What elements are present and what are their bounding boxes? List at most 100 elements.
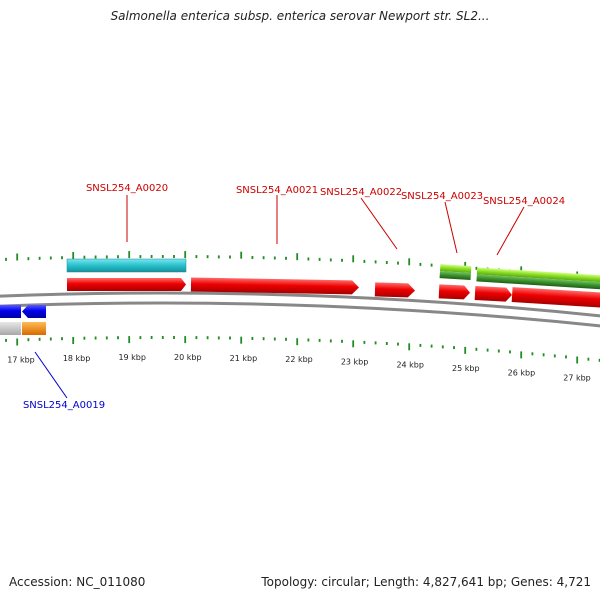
scale-label: 23 kbp — [341, 357, 369, 366]
scale-label: 18 kbp — [63, 354, 91, 363]
gene-arrow-snsl254-a0024-part1[interactable] — [474, 286, 513, 302]
outer-tick — [262, 256, 265, 260]
outer-tick — [385, 261, 388, 264]
inner-tick — [150, 336, 153, 339]
gene-arrow-snsl254-a0019[interactable] — [22, 305, 46, 318]
inner-tick — [520, 351, 523, 359]
outer-tick — [419, 262, 422, 266]
inner-tick — [262, 337, 265, 341]
outer-tick — [173, 255, 175, 258]
gene-label-snsl254-a0023[interactable]: SNSL254_A0023 — [401, 191, 483, 202]
inner-tick — [307, 338, 310, 342]
backbone-inner — [0, 301, 600, 328]
gene-arrow-snsl254-a0020[interactable] — [67, 278, 186, 291]
outer-tick — [329, 258, 332, 262]
backbone-outer — [0, 291, 600, 318]
inner-tick — [553, 354, 556, 358]
outer-tick — [61, 256, 63, 260]
leader-line-a0022 — [360, 197, 398, 250]
outer-tick — [139, 255, 142, 259]
inner-tick — [408, 343, 411, 351]
inner-tick — [565, 355, 567, 359]
outer-tick — [464, 261, 467, 269]
outer-tick — [83, 255, 86, 259]
inner-tick — [587, 357, 590, 361]
inner-tick — [296, 338, 299, 346]
leader-line-a0024 — [496, 206, 525, 256]
inner-tick — [128, 336, 131, 344]
inner-tick — [419, 343, 422, 347]
inner-tick — [49, 337, 52, 341]
inner-tick — [397, 342, 399, 346]
inner-tick — [27, 338, 30, 342]
inner-tick — [318, 338, 321, 342]
outer-tick — [296, 253, 299, 261]
green-feature-large-dark[interactable] — [476, 274, 600, 291]
inner-tick — [38, 337, 41, 341]
gene-arrow-snsl254-a0021[interactable] — [190, 277, 359, 295]
orange-feature[interactable] — [22, 322, 46, 335]
inner-tick — [352, 340, 355, 348]
gene-label-snsl254-a0022[interactable]: SNSL254_A0022 — [320, 187, 402, 198]
reverse-gene-arrow-left[interactable] — [0, 305, 21, 318]
outer-tick — [49, 256, 52, 260]
inner-tick — [363, 340, 366, 344]
scale-label: 21 kbp — [230, 354, 258, 363]
gray-feature[interactable] — [0, 322, 21, 335]
gene-label-snsl254-a0021[interactable]: SNSL254_A0021 — [236, 185, 318, 196]
inner-tick — [430, 344, 433, 348]
outer-tick — [363, 259, 366, 263]
gene-label-snsl254-a0024[interactable]: SNSL254_A0024 — [483, 196, 565, 207]
outer-tick — [105, 255, 108, 259]
outer-tick — [430, 263, 433, 267]
inner-tick — [542, 353, 545, 357]
green-feature-small-dark[interactable] — [439, 271, 471, 281]
inner-tick — [251, 337, 254, 340]
gene-arrow-snsl254-a0024-part2[interactable] — [511, 287, 600, 309]
inner-tick — [206, 336, 209, 340]
inner-tick — [72, 337, 75, 344]
inner-tick — [273, 337, 276, 341]
outer-tick — [117, 255, 119, 259]
inner-tick — [217, 336, 220, 340]
scale-labels: 17 kbp 18 kbp 19 kbp 20 kbp 21 kbp 22 kbp 23 k… — [7, 353, 591, 382]
inner-tick — [453, 346, 455, 350]
inner-tick — [497, 349, 500, 353]
outer-tick — [72, 252, 75, 259]
green-feature-large-light[interactable] — [476, 267, 600, 284]
inner-tick — [139, 336, 142, 340]
gene-label-snsl254-a0019[interactable]: SNSL254_A0019 — [23, 400, 105, 411]
inner-tick — [5, 338, 7, 342]
outer-tick — [273, 256, 276, 260]
inner-tick — [385, 342, 388, 345]
inner-tick — [441, 345, 444, 349]
scale-label: 22 kbp — [285, 355, 313, 364]
outer-tick — [352, 255, 355, 263]
gene-arrow-snsl254-a0023[interactable] — [438, 284, 471, 300]
outer-tick — [128, 251, 131, 259]
outer-tick — [161, 255, 164, 258]
inner-tick — [173, 336, 175, 339]
inner-tick — [161, 336, 164, 339]
scale-label: 26 kbp — [508, 368, 536, 377]
scale-label: 24 kbp — [396, 360, 424, 369]
outer-tick — [184, 251, 187, 259]
inner-tick — [598, 358, 600, 362]
scale-label: 27 kbp — [563, 374, 591, 383]
inner-tick — [94, 336, 97, 340]
outer-tick — [229, 255, 231, 259]
green-feature-small-light[interactable] — [439, 264, 472, 274]
gene-arrow-snsl254-a0022[interactable] — [374, 282, 415, 298]
gene-label-snsl254-a0020[interactable]: SNSL254_A0020 — [86, 183, 168, 194]
outer-tick — [520, 266, 523, 274]
outer-tick — [475, 266, 478, 270]
cyan-feature[interactable] — [66, 258, 187, 273]
inner-tick — [184, 336, 187, 344]
inner-tick — [374, 341, 377, 345]
leader-line-a0023 — [444, 201, 458, 254]
scale-label: 25 kbp — [452, 364, 480, 373]
outer-tick — [341, 258, 343, 262]
outer-tick — [195, 255, 198, 259]
outer-tick — [397, 261, 399, 265]
outer-tick — [318, 257, 321, 261]
